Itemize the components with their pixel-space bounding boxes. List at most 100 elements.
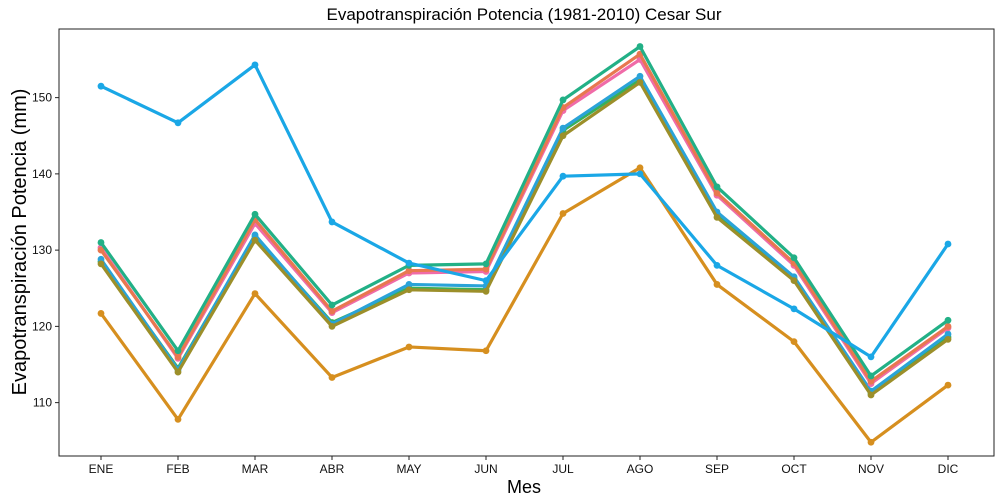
- x-tick-label: NOV: [858, 462, 884, 476]
- data-point: [97, 82, 105, 90]
- y-axis: 110 120 130 140 150: [32, 91, 59, 410]
- x-tick-label: ENE: [89, 462, 114, 476]
- data-point: [97, 310, 105, 317]
- data-point: [636, 170, 644, 178]
- y-tick-label: 130: [32, 243, 52, 257]
- series-6: [97, 78, 952, 399]
- data-point: [944, 330, 952, 338]
- series-line: [99, 63, 950, 359]
- x-tick-label: MAY: [396, 462, 421, 476]
- data-point: [790, 338, 798, 346]
- data-point: [482, 287, 490, 295]
- data-point: [559, 96, 567, 104]
- data-point: [174, 119, 182, 127]
- x-tick-label: JUL: [552, 462, 574, 476]
- x-tick-label: MAR: [242, 462, 269, 476]
- x-tick-label: DIC: [938, 462, 959, 476]
- data-point: [328, 307, 336, 315]
- y-tick-label: 110: [33, 396, 52, 410]
- data-point: [405, 267, 413, 275]
- data-point: [867, 377, 875, 385]
- x-tick-label: SEP: [705, 462, 729, 476]
- data-point: [636, 164, 644, 172]
- series-1: [97, 61, 952, 361]
- data-point: [790, 254, 798, 262]
- y-axis-title: Evapotranspiración Potencia (mm): [9, 89, 31, 396]
- series-line: [99, 80, 950, 397]
- data-point: [790, 277, 798, 285]
- series-7: [97, 72, 952, 395]
- data-point: [944, 335, 952, 343]
- data-point: [328, 374, 336, 381]
- plot-frame: [58, 28, 995, 457]
- data-point: [867, 391, 875, 399]
- data-point: [97, 246, 105, 254]
- y-tick-label: 150: [32, 91, 52, 105]
- series-line: [99, 78, 950, 396]
- x-axis-title: Mes: [507, 477, 541, 497]
- data-point: [174, 368, 182, 376]
- data-point: [405, 259, 413, 267]
- data-point: [867, 353, 875, 361]
- data-point: [559, 210, 567, 217]
- x-tick-label: ABR: [320, 462, 345, 476]
- series-line: [99, 44, 950, 378]
- data-point: [713, 183, 721, 191]
- x-axis: ENE FEB MAR ABR MAY JUN JUL AGO SEP OCT NOV DIC: [89, 456, 959, 476]
- series-3: [97, 43, 952, 380]
- data-point: [713, 281, 721, 288]
- data-point: [559, 132, 567, 140]
- series-line: [99, 166, 950, 444]
- data-point: [944, 316, 952, 324]
- data-point: [251, 236, 259, 244]
- series-8: [97, 76, 952, 397]
- data-point: [328, 301, 336, 309]
- data-point: [328, 218, 336, 226]
- y-tick-label: 120: [32, 319, 52, 333]
- data-point: [328, 322, 336, 330]
- data-point: [174, 416, 182, 423]
- series-2: [97, 164, 952, 446]
- series-line: [99, 74, 950, 393]
- data-point: [713, 213, 721, 221]
- series-line: [99, 52, 950, 383]
- data-point: [636, 72, 644, 80]
- data-point: [636, 78, 644, 86]
- data-point: [482, 277, 490, 285]
- data-point: [97, 260, 105, 268]
- data-point: [251, 210, 259, 218]
- x-tick-label: FEB: [166, 462, 189, 476]
- data-point: [97, 239, 105, 246]
- data-point: [944, 240, 952, 248]
- y-tick-label: 140: [32, 167, 52, 181]
- data-point: [174, 353, 182, 361]
- x-tick-label: JUN: [474, 462, 497, 476]
- series-layer: [97, 43, 952, 446]
- series-4: [97, 50, 952, 385]
- data-point: [174, 347, 182, 355]
- data-point: [405, 281, 413, 288]
- data-point: [636, 43, 644, 50]
- chart-title: Evapotranspiración Potencia (1981-2010) …: [326, 5, 721, 24]
- data-point: [944, 381, 952, 389]
- data-point: [251, 231, 259, 239]
- data-point: [867, 438, 875, 446]
- data-point: [713, 261, 721, 269]
- data-point: [482, 260, 490, 268]
- data-point: [405, 343, 413, 351]
- data-point: [867, 372, 875, 380]
- data-point: [790, 305, 798, 313]
- data-point: [251, 61, 259, 69]
- data-point: [405, 286, 413, 294]
- x-tick-label: OCT: [781, 462, 807, 476]
- data-point: [559, 124, 567, 132]
- data-point: [482, 347, 490, 355]
- data-point: [944, 322, 952, 330]
- data-point: [559, 172, 567, 180]
- data-point: [482, 265, 490, 273]
- series-5: [97, 56, 952, 387]
- x-tick-label: AGO: [627, 462, 654, 476]
- data-point: [713, 189, 721, 197]
- data-point: [251, 290, 259, 297]
